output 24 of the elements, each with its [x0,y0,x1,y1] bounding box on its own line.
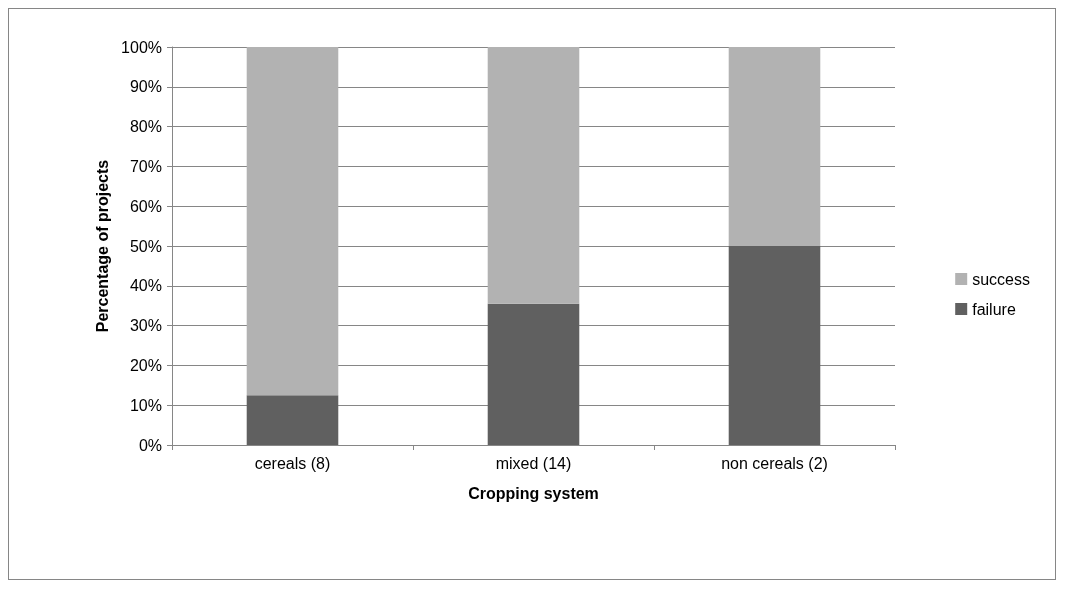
x-axis-title: Cropping system [468,484,599,502]
bar [246,395,339,445]
legend-label: success [972,270,1030,288]
y-axis-title: Percentage of projects [93,159,111,333]
y-tick-label: 0% [138,436,162,454]
bar [728,47,821,246]
x-tick-label: non cereals (2) [721,454,828,472]
y-tick-label: 50% [129,237,162,255]
y-tick-label: 80% [129,118,162,136]
y-tick-label: 20% [129,356,162,374]
bar [487,303,580,445]
y-tick-label: 100% [121,38,162,56]
y-tick-label: 40% [129,277,162,295]
x-tick-label: mixed (14) [495,454,572,472]
y-tick-label: 30% [129,317,162,335]
x-tick-label: cereals (8) [254,454,331,472]
bar [728,246,821,445]
y-tick-label: 60% [129,197,162,215]
bar [246,47,339,396]
bar [487,47,580,304]
legend-label: failure [972,300,1016,318]
y-tick-label: 10% [129,396,162,414]
y-tick-label: 70% [129,157,162,175]
y-tick-label: 90% [129,78,162,96]
